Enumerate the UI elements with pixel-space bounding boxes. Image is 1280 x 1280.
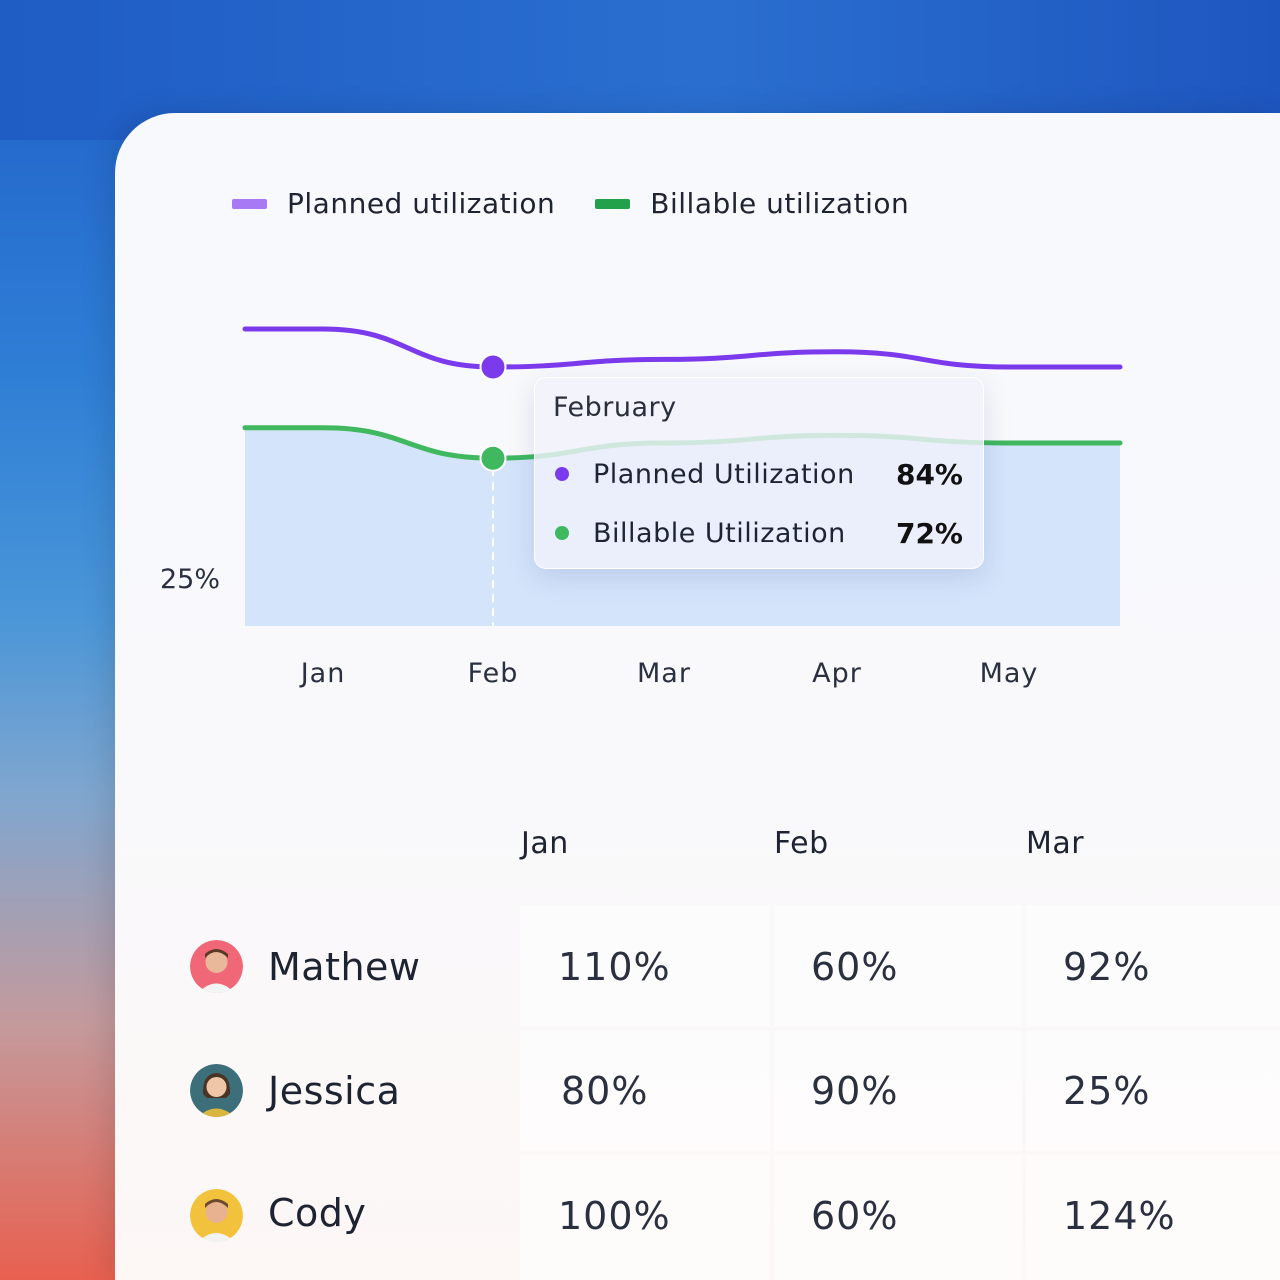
table-cell-cody-feb: 60% xyxy=(811,1194,899,1238)
series-line-planned-utilization xyxy=(242,326,1123,370)
table-cell-mathew-feb: 60% xyxy=(811,945,899,989)
legend-label-billable: Billable utilization xyxy=(650,187,910,220)
table-cell-cody-jan: 100% xyxy=(558,1194,671,1238)
table-cell-jessica-mar: 25% xyxy=(1063,1069,1151,1113)
avatar-mathew xyxy=(190,940,243,993)
legend-label-planned: Planned utilization xyxy=(287,187,556,220)
tooltip-title: February xyxy=(553,392,677,423)
tooltip-row-billable: Billable Utilization 72% xyxy=(555,513,963,553)
person-icon xyxy=(190,1189,243,1242)
person-icon xyxy=(190,940,243,993)
tooltip-dot-planned xyxy=(555,467,569,481)
table-column-header-feb: Feb xyxy=(774,826,829,861)
table-cell-mathew-mar: 92% xyxy=(1063,945,1151,989)
avatar-jessica xyxy=(190,1064,243,1117)
data-point-planned-utilization-feb[interactable] xyxy=(479,353,507,381)
x-tick-label-apr: Apr xyxy=(812,658,862,689)
tooltip-dot-billable xyxy=(555,526,569,540)
table-cell-jessica-feb: 90% xyxy=(811,1069,899,1113)
tooltip-value-planned: 84% xyxy=(895,457,963,491)
table-row-name-cody: Cody xyxy=(268,1191,367,1235)
table-column-header-jan: Jan xyxy=(521,826,569,861)
table-cell-mathew-jan: 110% xyxy=(558,945,671,989)
table-column-header-mar: Mar xyxy=(1026,826,1085,861)
table-row-name-jessica: Jessica xyxy=(268,1069,401,1113)
y-tick-label: 25% xyxy=(160,564,220,595)
table-cell-cody-mar: 124% xyxy=(1063,1194,1176,1238)
tooltip-label-planned: Planned Utilization xyxy=(593,458,855,490)
table-cell-jessica-jan: 80% xyxy=(561,1069,649,1113)
legend-swatch-billable xyxy=(595,198,631,209)
legend-item-planned[interactable]: Planned utilization xyxy=(232,187,555,220)
avatar-cody xyxy=(190,1189,243,1242)
x-tick-label-jan: Jan xyxy=(299,658,346,689)
data-point-billable-utilization-feb[interactable] xyxy=(479,444,507,472)
person-icon xyxy=(190,1064,243,1117)
x-tick-label-feb: Feb xyxy=(468,658,519,689)
chart-tooltip: February Planned Utilization 84% Billabl… xyxy=(534,377,984,569)
tooltip-value-billable: 72% xyxy=(895,516,963,550)
x-tick-label-may: May xyxy=(980,658,1039,689)
legend-item-billable[interactable]: Billable utilization xyxy=(595,187,909,220)
chart-legend: Planned utilization Billable utilization xyxy=(232,187,949,220)
x-tick-label-mar: Mar xyxy=(637,658,691,689)
tooltip-label-billable: Billable Utilization xyxy=(593,517,846,549)
table-cell-backgrounds xyxy=(520,905,1280,1280)
table-row-name-mathew: Mathew xyxy=(268,945,421,989)
legend-swatch-planned xyxy=(232,198,267,209)
tooltip-row-planned: Planned Utilization 84% xyxy=(555,454,963,494)
